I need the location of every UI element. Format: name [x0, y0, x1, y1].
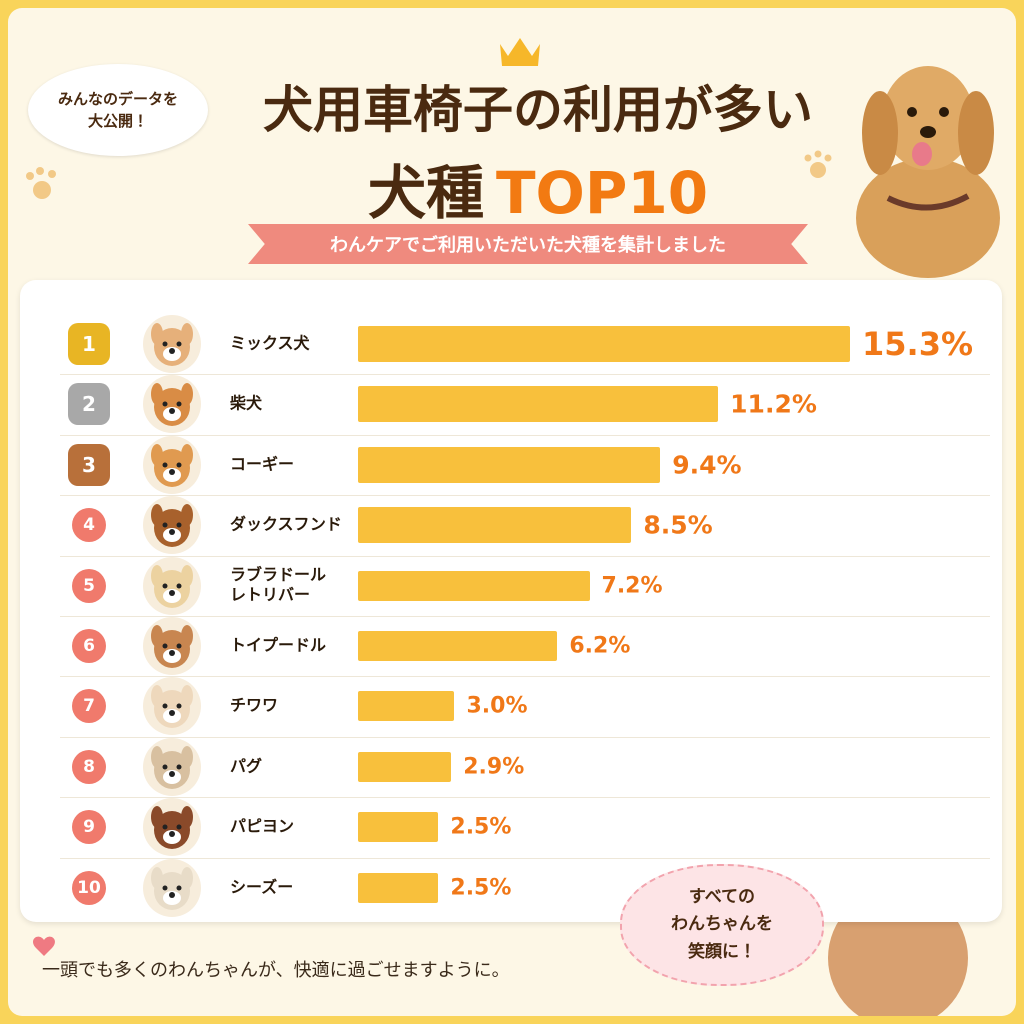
title-line: 犬種 TOP10 [188, 146, 888, 230]
row-separator [60, 736, 990, 738]
rank-medal: 2 [68, 383, 110, 426]
bar [358, 507, 632, 544]
dog-illustration [856, 66, 1000, 278]
badge: みんなのデータを 大公開！ [28, 64, 208, 156]
category-label: ラブラドール レトリバー [230, 564, 327, 605]
row-separator [60, 616, 990, 617]
value-label: 2.5% [450, 875, 512, 901]
rank-badge: 10 [72, 870, 106, 905]
title-text: 犬種 [367, 159, 484, 227]
footer: 一頭でも多くのわんちゃんが、快適に過ごせますように。 [42, 960, 510, 981]
rank-badge: 7 [72, 689, 106, 724]
value-label: 8.5% [643, 510, 713, 540]
dog-icon [143, 556, 201, 615]
bubble: すべての わんちゃんを 笑顔に！ [620, 864, 824, 986]
bar [358, 872, 439, 903]
dog-icon [143, 435, 201, 494]
bar [358, 631, 558, 661]
title-highlight: TOP10 [495, 159, 709, 227]
title: 犬用車椅子の利用が多い [263, 81, 813, 139]
crown [500, 38, 540, 66]
value-label: 6.2% [569, 633, 631, 659]
rank-medal: 1 [68, 323, 110, 365]
bar [358, 812, 439, 843]
paw [804, 150, 832, 178]
rank-medal: 3 [68, 443, 110, 486]
category-label: チワワ [230, 695, 279, 715]
value-label: 11.2% [730, 389, 817, 419]
category-label: パグ [230, 756, 263, 776]
category-label: パピヨン [230, 816, 295, 836]
bar [358, 446, 661, 483]
category-label: シーズー [230, 877, 294, 897]
dog-icon [143, 858, 201, 917]
category-label: コーギー [230, 454, 295, 474]
dog-icon [143, 677, 201, 736]
bar [358, 386, 719, 423]
row-separator [60, 374, 990, 376]
bar [358, 570, 590, 601]
rank-badge: 6 [72, 629, 106, 663]
paw [26, 167, 56, 199]
row-separator [60, 857, 990, 859]
chart-card: 1 ミックス犬 15.3% 2 柴犬 11.2% 3 コーギー 9.4% 4 ダックスフンド 8.5%… [20, 280, 1002, 922]
rank-badge: 5 [72, 568, 106, 603]
dog-icon [143, 737, 201, 796]
row-separator [60, 797, 990, 799]
value-label: 9.4% [672, 450, 742, 480]
value-label: 2.9% [463, 754, 525, 780]
dog-icon [143, 315, 201, 373]
row-separator [60, 676, 990, 678]
value-label: 7.2% [601, 573, 663, 599]
row-separator [60, 555, 990, 557]
dog-icon [143, 496, 201, 555]
bar [358, 751, 452, 782]
dog-icon [143, 617, 201, 675]
heart [33, 936, 55, 956]
category-label: ダックスフンド [230, 514, 342, 534]
rank-badge: 9 [72, 810, 106, 845]
subtitle: わんケアでご利用いただいた犬種を集計しました [248, 224, 808, 264]
bar [358, 326, 850, 362]
bar [358, 691, 455, 722]
value-label: 3.0% [466, 693, 528, 719]
value-label: 2.5% [450, 814, 512, 840]
rank-badge: 8 [72, 749, 106, 784]
infographic: みんなのデータを 大公開！ 犬用車椅子の利用が多い 犬種 TOP10 わんケアでご… [8, 8, 1016, 1016]
row-separator [60, 434, 990, 436]
dog-icon [143, 798, 201, 857]
dog-icon [143, 375, 201, 434]
category-label: 柴犬 [230, 393, 263, 413]
rank-badge: 4 [72, 508, 106, 543]
row-separator [60, 495, 990, 497]
category-label: ミックス犬 [230, 333, 310, 353]
value-label: 15.3% [862, 325, 974, 363]
category-label: トイプードル [230, 635, 327, 655]
